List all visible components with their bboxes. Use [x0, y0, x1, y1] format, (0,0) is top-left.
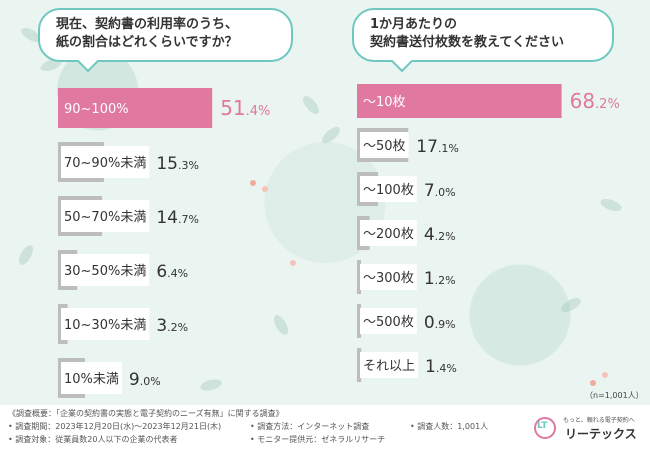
label-plate-0-4 — [61, 308, 150, 340]
survey-overview: 《調査概要：「企業の契約書の実態と電子契約のニーズ有無」に関する調査》 — [8, 409, 284, 418]
category-label-0-0: 90~100% — [64, 102, 129, 117]
category-label-1-1: 〜50枚 — [363, 139, 406, 154]
logo-mark-icon — [534, 417, 556, 439]
right-question-line2: 契約書送付枚数を教えてください — [370, 35, 564, 50]
survey-target: • 調査対象：従業員数20人以下の企業の代表者 — [8, 435, 178, 444]
category-label-1-6: それ以上 — [363, 359, 415, 374]
survey-provider: • モニター提供元：ゼネラルリサーチ — [250, 435, 386, 444]
label-plate-0-3 — [61, 254, 150, 286]
survey-period: • 調査期間：2023年12月20日(水)〜2023年12月21日(木) — [8, 422, 222, 431]
label-plate-1-1 — [360, 132, 409, 158]
bar-1-6 — [357, 348, 362, 382]
category-label-1-3: 〜200枚 — [363, 227, 414, 242]
value-label-0-0: 51.4% — [220, 96, 270, 120]
logo-tagline: もっと、頼れる電子契約へ — [563, 417, 635, 424]
label-plate-1-3 — [360, 220, 417, 246]
left-question-line2: 紙の割合はどれくらいですか？ — [56, 35, 238, 50]
bar-1-5 — [357, 304, 361, 338]
category-label-0-4: 10~30%未満 — [64, 318, 146, 333]
survey-method: • 調査方法：インターネット調査 — [250, 422, 370, 431]
category-label-1-0: 〜10枚 — [363, 95, 406, 110]
sample-size-note: （n=1,001人） — [585, 391, 644, 400]
value-label-1-0: 68.2% — [570, 89, 620, 113]
value-label-1-1: 17.1% — [416, 137, 459, 157]
category-label-1-4: 〜300枚 — [363, 271, 414, 286]
value-label-0-3: 6.4% — [156, 262, 188, 282]
right-question-line1: 1か月あたりの — [370, 17, 458, 32]
value-label-0-4: 3.2% — [156, 316, 188, 336]
bar-0-0 — [58, 88, 213, 128]
right-question-bubble: 1か月あたりの 契約書送付枚数を教えてください — [352, 8, 614, 73]
category-label-0-3: 30~50%未満 — [64, 264, 146, 279]
category-label-0-1: 70~90%未満 — [64, 156, 146, 171]
label-plate-0-1 — [61, 146, 150, 178]
label-plate-1-2 — [360, 176, 417, 202]
bar-1-4 — [357, 260, 361, 294]
value-label-1-5: 0.9% — [424, 313, 456, 333]
value-label-1-2: 7.0% — [424, 181, 456, 201]
value-label-1-3: 4.2% — [424, 225, 456, 245]
label-plate-1-6 — [360, 352, 419, 378]
value-label-0-1: 15.3% — [156, 154, 199, 174]
label-plate-1-4 — [360, 264, 417, 290]
left-question-bubble: 現在、契約書の利用率のうち、 紙の割合はどれくらいですか？ — [38, 8, 293, 73]
left-question-line1: 現在、契約書の利用率のうち、 — [56, 17, 239, 32]
logo-mark: LT — [537, 421, 548, 431]
value-label-0-2: 14.7% — [156, 208, 199, 228]
logo-name: リーテックス — [565, 427, 637, 441]
category-label-0-5: 10%未満 — [64, 372, 119, 387]
category-label-1-2: 〜100枚 — [363, 183, 414, 198]
label-plate-0-2 — [61, 200, 150, 232]
value-label-0-5: 9.0% — [129, 370, 161, 390]
value-label-1-6: 1.4% — [425, 357, 457, 377]
value-label-1-4: 1.2% — [424, 269, 456, 289]
label-plate-0-5 — [61, 362, 122, 394]
bar-1-0 — [357, 84, 562, 118]
category-label-1-5: 〜500枚 — [363, 315, 414, 330]
footer: 《調査概要：「企業の契約書の実態と電子契約のニーズ有無」に関する調査》 • 調査… — [0, 405, 650, 450]
survey-people: • 調査人数：1,001人 — [410, 422, 489, 431]
category-label-0-2: 50~70%未満 — [64, 210, 146, 225]
label-plate-1-5 — [360, 308, 417, 334]
